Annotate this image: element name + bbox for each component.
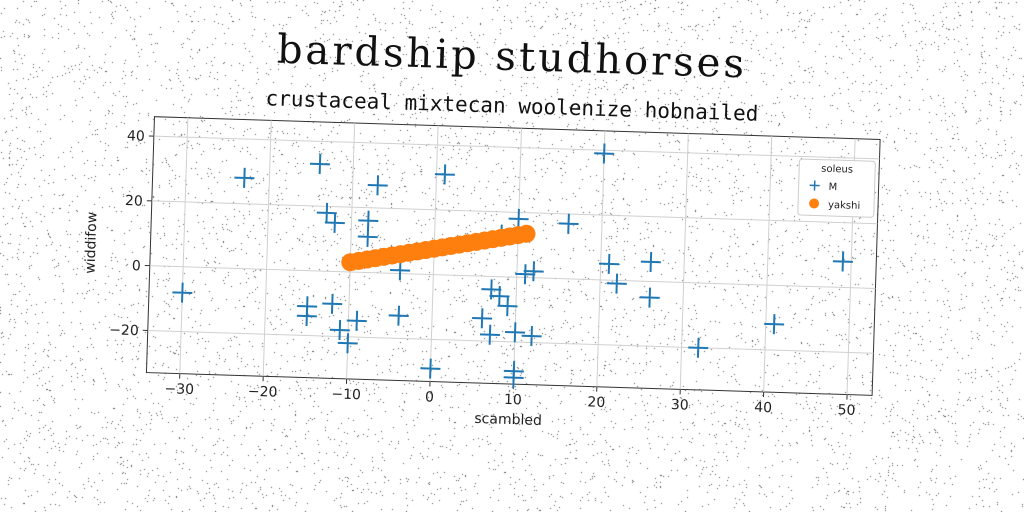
y-tick-label: 0 bbox=[132, 258, 141, 274]
y-tick-label: 40 bbox=[127, 128, 145, 145]
x-tick-label: 30 bbox=[671, 397, 689, 414]
data-point-m bbox=[558, 213, 579, 234]
x-tick-label: 10 bbox=[504, 392, 522, 409]
x-tick-label: −10 bbox=[331, 386, 361, 403]
legend-label-yakshi: yakshi bbox=[828, 200, 861, 212]
grid-line-y bbox=[152, 201, 878, 224]
x-tick-label: −20 bbox=[248, 384, 278, 401]
series-layer bbox=[170, 130, 857, 398]
data-point-m bbox=[833, 251, 854, 272]
y-axis-label: widdifow bbox=[83, 212, 101, 274]
grid-line-x bbox=[263, 120, 271, 376]
data-point-m bbox=[521, 326, 542, 347]
x-tick-label: −30 bbox=[164, 381, 194, 398]
data-point-m bbox=[639, 287, 660, 308]
x-axis-label: scambled bbox=[474, 411, 542, 429]
data-point-m bbox=[310, 154, 331, 175]
data-point-m bbox=[346, 311, 367, 332]
data-point-m bbox=[688, 337, 709, 358]
grid-lines bbox=[146, 117, 880, 396]
data-point-m bbox=[515, 264, 536, 285]
data-point-m bbox=[357, 227, 378, 248]
x-tick-label: 0 bbox=[425, 389, 434, 405]
data-point-m bbox=[322, 294, 343, 315]
data-point-m bbox=[435, 164, 456, 185]
data-point-m bbox=[764, 314, 785, 335]
data-point-m bbox=[388, 305, 409, 326]
data-point-m bbox=[523, 261, 544, 282]
data-point-m bbox=[505, 322, 526, 343]
grid-line-x bbox=[680, 133, 688, 389]
data-point-m bbox=[420, 358, 441, 379]
x-tick-label: 20 bbox=[587, 394, 605, 411]
grid-line-y bbox=[148, 330, 874, 353]
grid-line-x bbox=[597, 131, 605, 387]
x-tick-label: 50 bbox=[837, 402, 855, 419]
data-point-m bbox=[599, 254, 620, 275]
plot-frame bbox=[146, 117, 880, 396]
grid-line-x bbox=[764, 136, 772, 392]
data-point-m bbox=[234, 168, 255, 189]
grid-line-y bbox=[150, 266, 876, 289]
data-point-m bbox=[606, 273, 627, 294]
y-axis-ticks: −20 0 20 40 bbox=[109, 128, 154, 340]
grid-line-y bbox=[154, 136, 880, 159]
legend-label-m: M bbox=[828, 182, 837, 193]
y-tick-label: 20 bbox=[125, 193, 143, 210]
data-point-m bbox=[297, 306, 318, 327]
legend-title: soleus bbox=[821, 164, 853, 176]
y-tick-label: −20 bbox=[109, 322, 139, 339]
x-tick-label: 40 bbox=[754, 400, 772, 417]
data-point-m bbox=[594, 143, 615, 164]
grid-line-x bbox=[180, 118, 188, 374]
plot-group: −30 −20 −10 0 10 20 30 40 50 −20 0 20 40 scambled w… bbox=[78, 115, 880, 440]
data-point-m bbox=[641, 252, 662, 273]
grid-line-x bbox=[513, 128, 521, 384]
data-point-m bbox=[367, 175, 388, 196]
data-point-m bbox=[172, 282, 193, 303]
